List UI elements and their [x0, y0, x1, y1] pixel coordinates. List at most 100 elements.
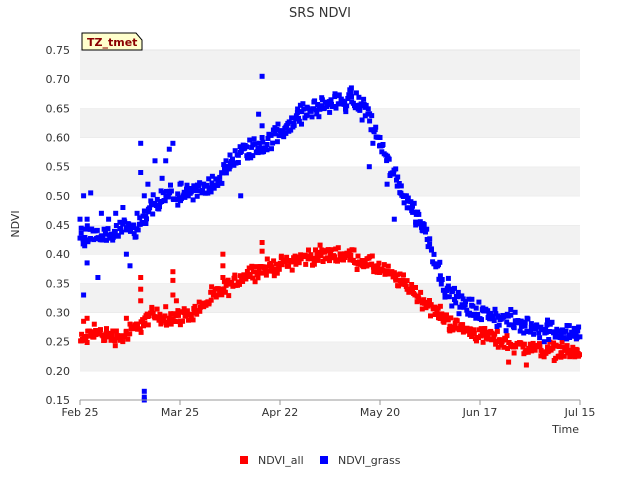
data-point [459, 302, 465, 308]
data-point [348, 90, 354, 96]
data-point [157, 311, 163, 317]
y-tick-label: 0.20 [46, 365, 71, 378]
data-point [107, 234, 113, 240]
data-point [271, 273, 277, 279]
data-point [91, 237, 97, 243]
data-point [503, 328, 509, 334]
data-point-outlier [138, 140, 144, 146]
data-point [197, 180, 203, 186]
data-point [252, 279, 258, 285]
data-point [473, 305, 479, 311]
data-point [283, 130, 289, 136]
data-point [535, 324, 541, 330]
data-point [253, 264, 259, 270]
data-point [222, 289, 228, 295]
x-tick-label: Apr 22 [262, 406, 299, 419]
legend-label-ndvi-all: NDVI_all [258, 454, 304, 467]
data-point [104, 326, 109, 332]
data-point-outlier [366, 164, 372, 170]
x-tick-label: Feb 25 [62, 406, 99, 419]
data-point [284, 254, 290, 260]
data-point [537, 335, 543, 341]
data-point [361, 96, 367, 102]
data-point [462, 302, 468, 308]
data-point [223, 282, 229, 288]
grid-band [80, 50, 580, 80]
data-point [416, 296, 422, 302]
data-point [381, 262, 387, 268]
data-point-outlier [256, 111, 262, 117]
data-point [269, 146, 274, 152]
data-point [142, 320, 148, 326]
data-point-outlier [84, 315, 90, 321]
data-point [294, 110, 300, 116]
data-point [137, 326, 143, 332]
data-point-outlier [81, 318, 87, 324]
data-point [187, 186, 193, 191]
data-point-outlier [227, 152, 233, 158]
data-point [488, 310, 494, 316]
data-point [274, 261, 279, 267]
data-point [576, 324, 582, 330]
data-point-outlier [95, 275, 101, 280]
data-point [564, 343, 570, 349]
data-point [419, 306, 425, 312]
data-point [356, 94, 362, 100]
data-point [271, 258, 277, 264]
data-point [98, 327, 103, 333]
data-point [437, 316, 443, 321]
data-point [274, 270, 280, 276]
data-point [131, 231, 137, 237]
data-point [312, 98, 318, 104]
x-tick-label: Jun 17 [462, 406, 498, 419]
data-point-outlier [141, 394, 147, 400]
data-point [478, 326, 484, 332]
data-point [311, 255, 316, 261]
data-point [102, 230, 108, 236]
data-point [126, 221, 132, 227]
data-point-outlier [141, 193, 147, 199]
data-point [194, 311, 200, 317]
data-point-outlier [106, 216, 112, 222]
data-point [123, 328, 129, 334]
data-point [423, 229, 428, 235]
legend[interactable]: NDVI_all NDVI_grass [240, 454, 401, 467]
data-point [369, 261, 375, 267]
data-point [141, 208, 147, 214]
data-point-outlier [173, 298, 179, 304]
data-point [148, 310, 154, 316]
data-point [405, 195, 411, 201]
data-point-outlier [259, 123, 265, 129]
data-point [536, 330, 542, 336]
data-point [192, 303, 198, 309]
data-point [296, 118, 302, 124]
data-point [452, 320, 458, 326]
data-point [150, 192, 156, 198]
data-point [452, 285, 457, 291]
data-point [222, 165, 227, 171]
data-point [147, 205, 153, 211]
data-point [367, 118, 373, 124]
data-point [442, 294, 448, 300]
data-point [429, 247, 434, 253]
data-point-outlier [138, 298, 144, 304]
data-point-outlier [120, 205, 126, 210]
y-tick-label: 0.50 [46, 190, 71, 203]
data-point [160, 190, 166, 196]
data-point [574, 347, 580, 353]
data-point [83, 334, 89, 339]
data-point [464, 307, 470, 313]
data-point [292, 253, 298, 259]
data-point [262, 269, 268, 275]
data-point [272, 267, 278, 272]
data-point [251, 136, 257, 142]
data-point [348, 252, 354, 258]
data-point [274, 127, 280, 132]
data-point [139, 221, 145, 226]
data-point [362, 259, 368, 265]
data-point [327, 109, 333, 115]
data-point [176, 312, 181, 318]
data-point [522, 320, 528, 326]
data-point [545, 317, 550, 323]
data-point [485, 308, 491, 314]
